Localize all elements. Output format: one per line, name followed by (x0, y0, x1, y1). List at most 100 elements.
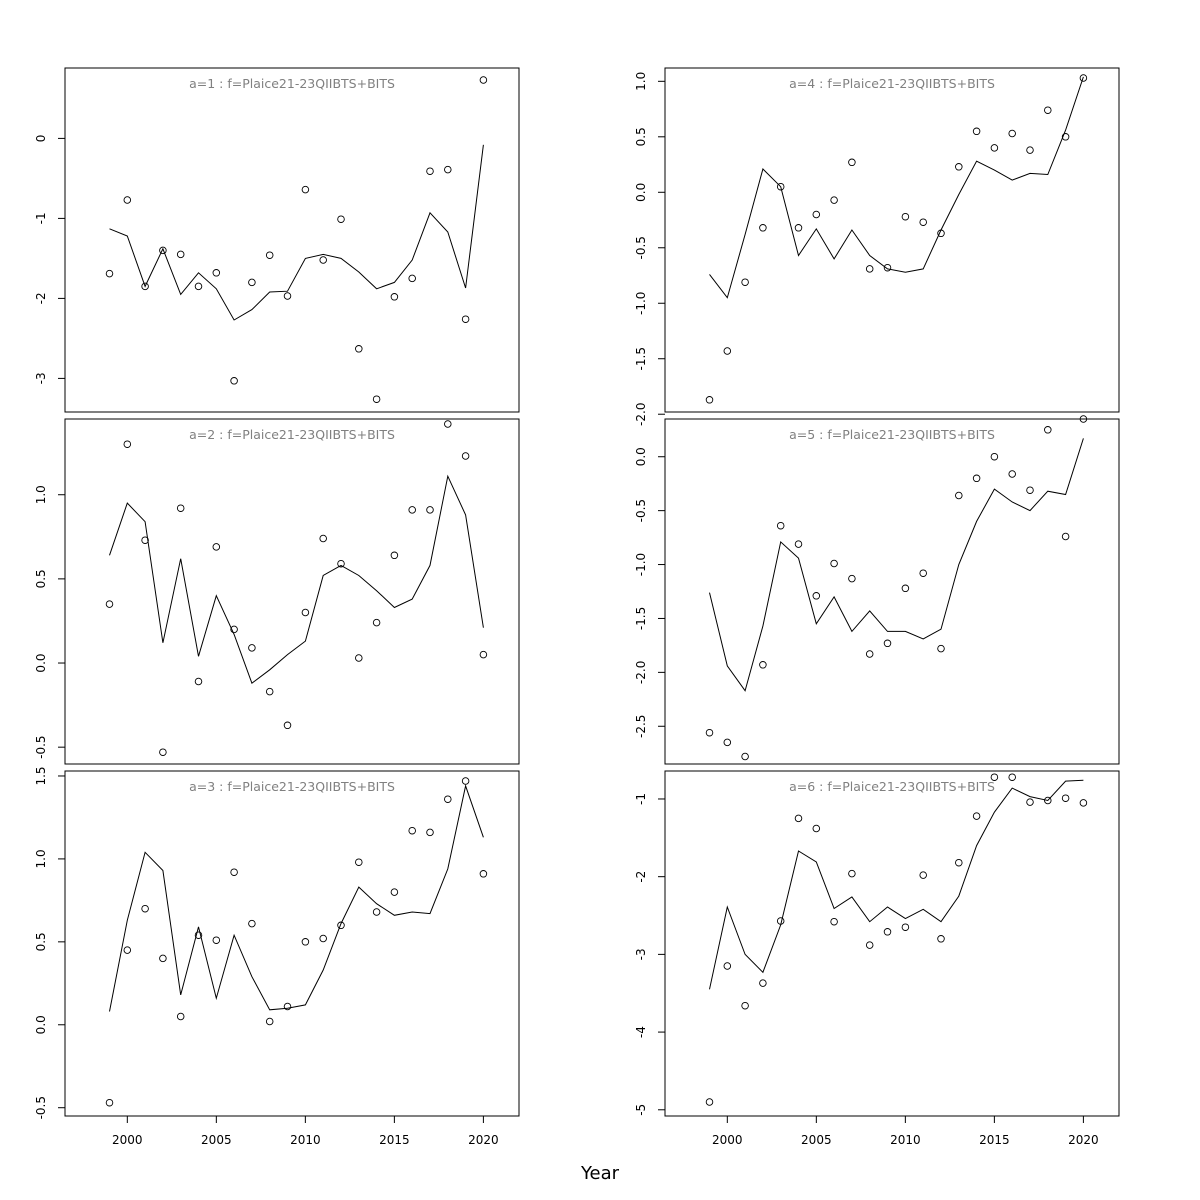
observed-point (194, 282, 203, 291)
x-tick-label: 2010 (290, 1133, 321, 1147)
observed-point (123, 946, 132, 954)
observed-point (337, 921, 345, 930)
observed-point (408, 826, 416, 835)
x-tick-label: 2000 (712, 1133, 743, 1147)
observed-point (865, 941, 874, 949)
observed-point (426, 506, 434, 514)
observed-point (212, 269, 221, 277)
observed-point (355, 654, 363, 662)
observed-point (265, 251, 274, 259)
observed-point (1026, 798, 1034, 806)
observed-point (937, 935, 945, 943)
observed-point (1044, 426, 1052, 434)
observed-point (319, 534, 327, 543)
panel-5: a=5 : f=Plaice21-23QIIBTS+BITS -2.5 -2.0 -1… (634, 415, 1120, 765)
observed-point (1061, 133, 1070, 141)
observed-point (848, 869, 856, 878)
y-tick-label: 1.0 (634, 72, 648, 91)
observed-point (390, 551, 399, 560)
observed-point (741, 1001, 749, 1010)
observed-point (248, 278, 256, 287)
observed-point (883, 928, 892, 936)
x-tick-label: 2010 (890, 1133, 921, 1147)
observed-point (141, 282, 149, 291)
panel-frame (64, 67, 520, 413)
observed-point (937, 644, 945, 653)
observed-point (159, 246, 167, 255)
observed-point (812, 210, 821, 219)
observed-point (194, 931, 203, 939)
fitted-line (709, 779, 1084, 990)
observed-point (230, 625, 238, 634)
observed-point (1008, 773, 1016, 781)
panel-title: a=6 : f=Plaice21-23QIIBTS+BITS (789, 779, 995, 794)
observed-point (972, 812, 981, 820)
observed-point (390, 888, 399, 896)
observed-point (372, 395, 381, 403)
observed-point (1008, 470, 1016, 478)
panel-frame (64, 770, 520, 1117)
observed-point (461, 315, 470, 323)
observed-point (390, 293, 399, 301)
observed-point (901, 923, 910, 931)
observed-point (776, 521, 785, 530)
fitted-line (109, 474, 484, 685)
observed-point (848, 574, 856, 583)
observed-point (141, 904, 149, 913)
panel-title: a=1 : f=Plaice21-23QIIBTS+BITS (189, 76, 395, 91)
observed-point (444, 165, 452, 174)
panel-frame (664, 418, 1120, 765)
observed-point (955, 491, 963, 500)
observed-point (355, 345, 363, 353)
observed-point (1061, 794, 1070, 802)
y-tick-label: 0.0 (634, 447, 648, 466)
y-tick-label: -1 (34, 212, 48, 224)
observed-point (723, 347, 732, 355)
observed-point (194, 677, 203, 686)
observed-point (919, 871, 927, 879)
observed-point (337, 559, 345, 568)
y-tick-label: -1.0 (634, 553, 648, 576)
panel-frame (664, 67, 1120, 413)
y-tick-label: -2 (34, 292, 48, 304)
observed-point (283, 292, 292, 300)
observed-point (444, 795, 452, 803)
observed-point (212, 936, 221, 944)
observed-point (972, 474, 981, 483)
observed-point (426, 167, 434, 175)
observed-point (830, 917, 838, 926)
observed-point (426, 828, 434, 837)
observed-point (372, 908, 381, 916)
observed-point (812, 592, 821, 600)
observed-point (105, 600, 114, 608)
observed-point (919, 218, 927, 226)
observed-point (230, 377, 238, 385)
observed-point (265, 1017, 274, 1026)
observed-point (830, 559, 838, 568)
observed-point (337, 215, 345, 223)
y-tick-label: 0.5 (634, 127, 648, 146)
observed-point (937, 229, 945, 238)
observed-point (1079, 415, 1088, 423)
observed-point (990, 452, 999, 461)
panel-1: a=1 : f=Plaice21-23QIIBTS+BITS -3 -2 -1 0 (34, 67, 520, 413)
observed-point (248, 919, 256, 928)
observed-point (812, 824, 821, 833)
observed-point (479, 870, 488, 878)
observed-point (301, 185, 310, 194)
x-tick-label: 2020 (468, 1133, 499, 1147)
observed-point (408, 506, 416, 514)
observed-point (176, 1012, 185, 1021)
observed-point (901, 584, 910, 593)
y-tick-label: -1.0 (634, 292, 648, 315)
observed-point (794, 224, 803, 232)
observed-point (479, 76, 488, 84)
observed-point (123, 440, 132, 448)
panel-title: a=5 : f=Plaice21-23QIIBTS+BITS (789, 427, 995, 442)
observed-point (355, 858, 363, 866)
y-tick-label: -1.5 (634, 607, 648, 630)
y-tick-label: 0.0 (634, 183, 648, 202)
observed-point (176, 250, 185, 259)
observed-point (283, 721, 292, 730)
